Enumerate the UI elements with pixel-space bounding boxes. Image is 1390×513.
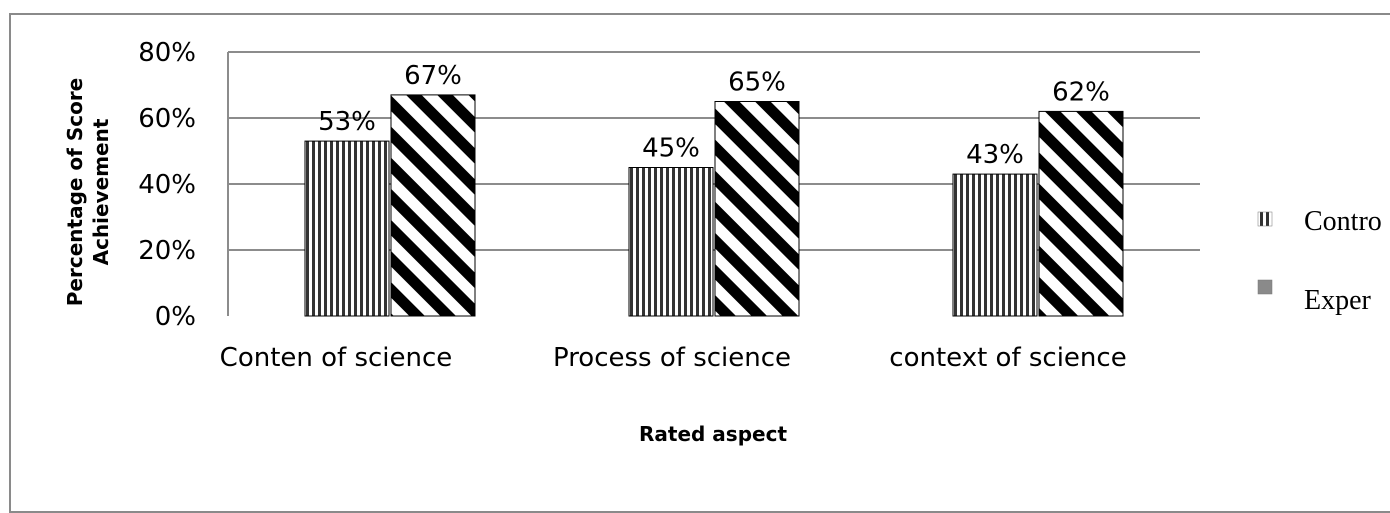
y-tick-label: 60%: [138, 104, 196, 134]
y-tick-label: 0%: [155, 302, 196, 332]
data-label: 43%: [966, 140, 1024, 170]
x-tick-label: Process of science: [553, 343, 791, 373]
y-axis-title-line1: Percentage of Score: [63, 78, 87, 306]
y-tick-label: 40%: [138, 170, 196, 200]
data-label: 45%: [642, 134, 700, 164]
legend-label-control: Contro: [1304, 206, 1382, 237]
legend-swatch-control: [1257, 211, 1273, 227]
y-tick-labels: 0% 20% 40% 60% 80%: [138, 38, 196, 332]
data-label: 62%: [1052, 77, 1110, 107]
bar-control: [304, 140, 390, 317]
y-axis-title-line2: Achievement: [89, 118, 113, 265]
bar-chart: 0% 20% 40% 60% 80% Conten of science Process …: [63, 38, 1382, 446]
x-tick-labels: Conten of science Process of science conte…: [220, 343, 1127, 373]
data-label: 53%: [318, 107, 376, 137]
gridlines: [227, 51, 1200, 316]
bar-control: [628, 167, 714, 317]
bar-control: [952, 173, 1038, 317]
y-tick-label: 80%: [138, 38, 196, 68]
bar-experiment: [714, 101, 800, 317]
bar-experiment: [1038, 110, 1124, 317]
data-label: 67%: [404, 61, 462, 91]
data-labels: 53% 67% 45% 65% 43% 62%: [318, 61, 1110, 170]
x-tick-label: context of science: [889, 343, 1126, 373]
x-tick-label: Conten of science: [220, 343, 453, 373]
legend-label-experiment: Exper: [1304, 285, 1372, 316]
legend: Contro Exper: [1257, 206, 1382, 316]
data-label: 65%: [728, 68, 786, 98]
legend-swatch-experiment: [1257, 279, 1273, 295]
bar-experiment: [390, 94, 476, 317]
x-axis-title: Rated aspect: [639, 422, 787, 446]
y-tick-label: 20%: [138, 236, 196, 266]
bars: [304, 94, 1124, 317]
